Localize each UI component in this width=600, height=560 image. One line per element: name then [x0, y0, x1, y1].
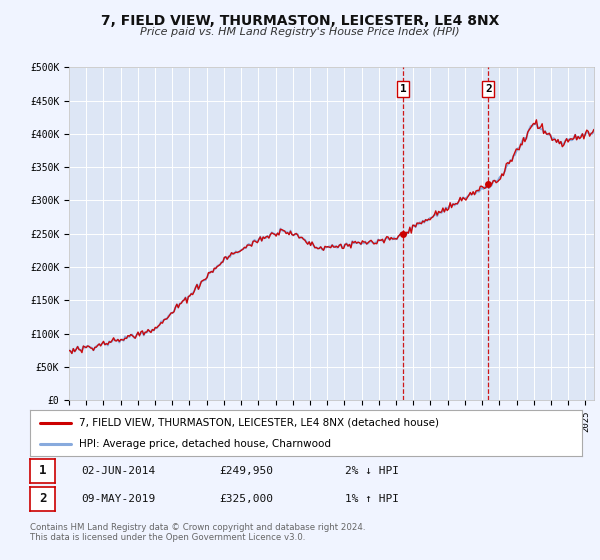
Text: 1: 1	[400, 84, 407, 94]
Text: 09-MAY-2019: 09-MAY-2019	[81, 494, 155, 504]
Text: Price paid vs. HM Land Registry's House Price Index (HPI): Price paid vs. HM Land Registry's House …	[140, 27, 460, 37]
Text: HPI: Average price, detached house, Charnwood: HPI: Average price, detached house, Char…	[79, 439, 331, 449]
Text: This data is licensed under the Open Government Licence v3.0.: This data is licensed under the Open Gov…	[30, 533, 305, 542]
Text: 2: 2	[485, 84, 491, 94]
Text: 2: 2	[39, 492, 46, 506]
Text: 1% ↑ HPI: 1% ↑ HPI	[345, 494, 399, 504]
Text: 7, FIELD VIEW, THURMASTON, LEICESTER, LE4 8NX (detached house): 7, FIELD VIEW, THURMASTON, LEICESTER, LE…	[79, 418, 439, 428]
Text: 02-JUN-2014: 02-JUN-2014	[81, 466, 155, 476]
Text: 7, FIELD VIEW, THURMASTON, LEICESTER, LE4 8NX: 7, FIELD VIEW, THURMASTON, LEICESTER, LE…	[101, 14, 499, 28]
Text: £325,000: £325,000	[219, 494, 273, 504]
Text: £249,950: £249,950	[219, 466, 273, 476]
Text: 1: 1	[39, 464, 46, 478]
Text: 2% ↓ HPI: 2% ↓ HPI	[345, 466, 399, 476]
Text: Contains HM Land Registry data © Crown copyright and database right 2024.: Contains HM Land Registry data © Crown c…	[30, 523, 365, 532]
